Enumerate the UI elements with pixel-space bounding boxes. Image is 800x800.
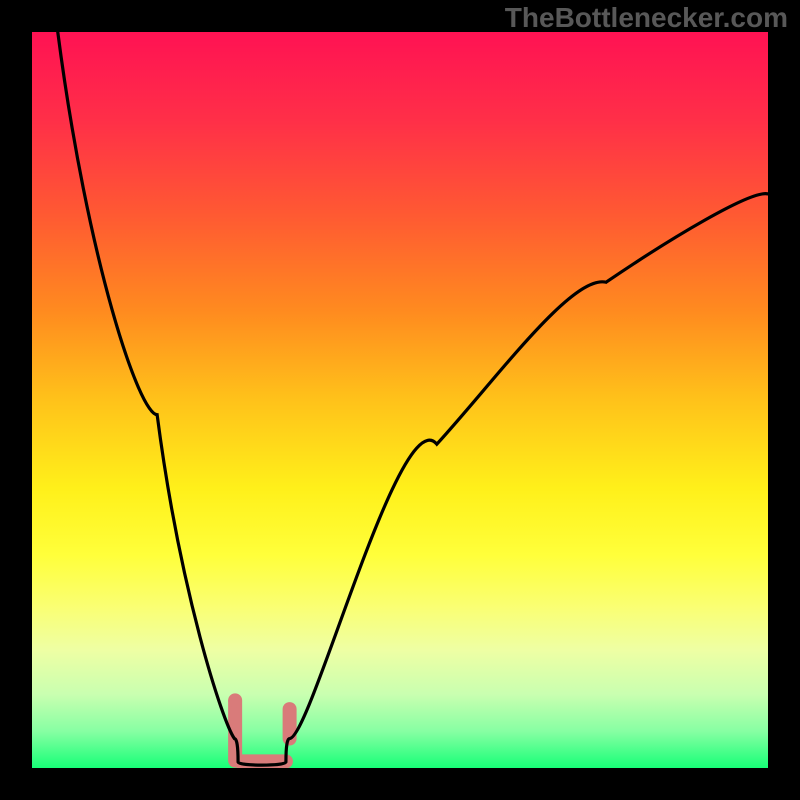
plot-background	[32, 32, 768, 768]
plot-svg	[32, 32, 768, 768]
watermark-text: TheBottlenecker.com	[505, 2, 788, 34]
plot-area	[32, 32, 768, 768]
chart-stage: TheBottlenecker.com	[0, 0, 800, 800]
marker-ball	[228, 693, 242, 707]
